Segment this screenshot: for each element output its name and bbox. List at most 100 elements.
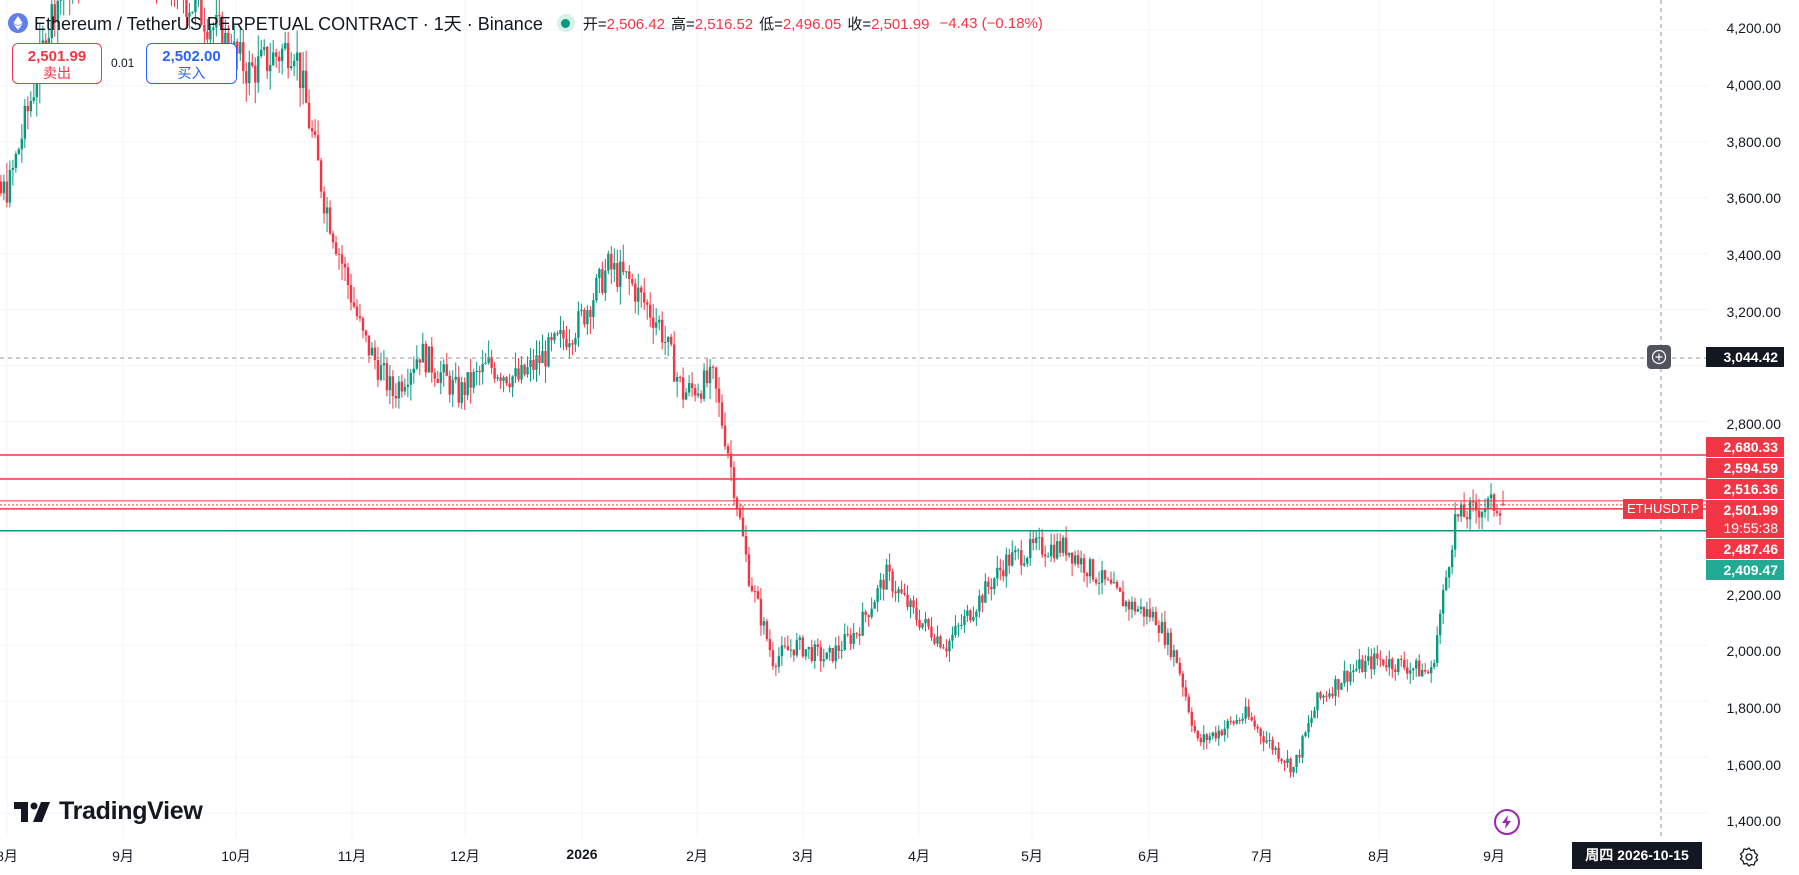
candle-body xyxy=(1477,510,1481,518)
candle-body xyxy=(1082,558,1086,573)
candle-body xyxy=(188,12,191,17)
candle-body xyxy=(628,271,631,280)
candle-body xyxy=(957,625,960,627)
candle-body xyxy=(915,607,918,621)
candle-body xyxy=(978,595,981,612)
candle-body xyxy=(885,564,888,590)
price-tick: 2,000.00 xyxy=(1726,643,1782,659)
time-label: 10月 xyxy=(221,848,251,864)
candle-body xyxy=(1418,660,1421,677)
candle-body xyxy=(607,253,610,271)
candle-body xyxy=(1169,632,1173,657)
time-label: 8月 xyxy=(1368,848,1390,864)
buy-label: 买入 xyxy=(177,65,206,81)
candle-body xyxy=(1271,739,1274,750)
candle-body xyxy=(861,611,864,636)
candle-body xyxy=(1115,581,1119,588)
buy-button[interactable]: 2,502.00 买入 xyxy=(146,43,237,84)
lightning-icon[interactable] xyxy=(1494,809,1520,835)
candle-body xyxy=(292,60,296,67)
candle-body xyxy=(1355,668,1358,671)
candle-body xyxy=(1097,582,1101,584)
candle-body xyxy=(960,624,963,626)
candle-body xyxy=(26,105,30,112)
candle-body xyxy=(286,43,290,69)
candle-body xyxy=(1005,554,1008,577)
candle-body xyxy=(1432,663,1436,668)
candle-body xyxy=(1058,541,1062,553)
candle-body xyxy=(260,49,263,57)
candle-body xyxy=(269,65,272,72)
candle-body xyxy=(1020,550,1023,566)
candle-body xyxy=(822,659,825,662)
candle-body xyxy=(358,316,362,319)
candle-body xyxy=(1313,710,1316,719)
level-label[interactable]: 2,487.46 xyxy=(1706,539,1784,559)
candle-body xyxy=(394,395,398,399)
tradingview-logo[interactable]: TradingView xyxy=(14,797,203,826)
level-label[interactable]: 2,516.36 xyxy=(1706,479,1784,499)
candle-body xyxy=(496,377,499,379)
market-status-icon[interactable] xyxy=(556,14,575,32)
candle-body xyxy=(625,271,628,273)
candle-body xyxy=(1226,720,1229,729)
candle-body xyxy=(1426,671,1430,674)
candle-body xyxy=(1265,740,1268,743)
bar-countdown: 19:55:38 xyxy=(1706,518,1784,538)
candle-body xyxy=(460,382,463,403)
candle-body xyxy=(514,368,517,377)
candle-body xyxy=(194,0,197,12)
candle-body xyxy=(1301,736,1304,758)
candle-body xyxy=(963,615,966,625)
level-label[interactable]: 2,409.47 xyxy=(1706,560,1784,580)
candle-body xyxy=(780,645,784,657)
candle-body xyxy=(1023,563,1026,566)
settings-icon[interactable] xyxy=(1739,847,1759,867)
candle-body xyxy=(753,591,757,593)
candle-body xyxy=(738,509,742,518)
candle-body xyxy=(1130,601,1134,610)
symbol-title[interactable]: Ethereum / TetherUS PERPETUAL CONTRACT ·… xyxy=(34,14,543,34)
candle-body xyxy=(1256,726,1259,729)
sell-button[interactable]: 2,501.99 卖出 xyxy=(12,43,102,84)
candle-body xyxy=(598,269,601,279)
candle-body xyxy=(1307,723,1310,733)
candle-body xyxy=(669,336,673,345)
candle-body xyxy=(1250,717,1253,721)
add-alert-plus-icon[interactable] xyxy=(1647,345,1671,369)
time-label: 4月 xyxy=(908,848,930,864)
candle-body xyxy=(484,362,487,364)
candle-body xyxy=(810,646,813,662)
candle-body xyxy=(634,283,637,302)
candle-body xyxy=(702,370,706,399)
candle-body xyxy=(990,586,993,590)
candle-body xyxy=(774,666,778,668)
ohlc-high: 高=2,516.52 xyxy=(671,13,753,34)
candle-body xyxy=(1052,544,1056,559)
candle-body xyxy=(412,368,416,374)
level-label[interactable]: 2,594.59 xyxy=(1706,458,1784,478)
candle-body xyxy=(1217,730,1220,739)
candle-body xyxy=(466,372,469,396)
candle-body xyxy=(1289,758,1292,773)
candle-body xyxy=(975,611,978,617)
candle-body xyxy=(209,29,212,40)
candle-body xyxy=(1241,718,1244,721)
candle-body xyxy=(418,359,422,363)
candle-body xyxy=(1121,591,1125,607)
candle-body xyxy=(1310,718,1313,724)
candle-body xyxy=(388,376,392,391)
candle-body xyxy=(1112,581,1116,584)
level-label[interactable]: 2,680.33 xyxy=(1706,437,1784,457)
candle-body xyxy=(1394,669,1397,673)
candle-body xyxy=(747,554,751,586)
candle-body xyxy=(478,370,481,373)
candle-body xyxy=(1277,747,1280,760)
ohlc-high-label: 高= xyxy=(671,15,695,33)
candle-body xyxy=(1026,557,1029,564)
candle-body xyxy=(59,0,62,1)
candle-body xyxy=(1008,554,1011,566)
time-label: 12月 xyxy=(450,848,480,864)
candle-body xyxy=(448,375,451,395)
